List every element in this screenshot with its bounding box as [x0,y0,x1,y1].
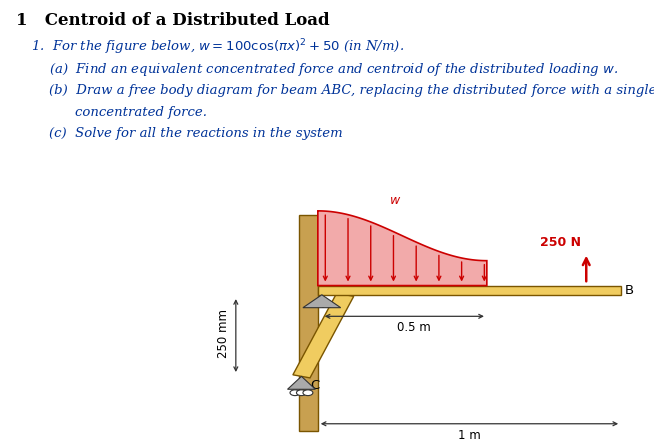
Bar [299,215,318,431]
Text: B: B [625,284,634,297]
Polygon shape [303,295,341,308]
Circle shape [296,390,307,396]
Text: (a)  Find an equivalent concentrated force and centroid of the distributed loadi: (a) Find an equivalent concentrated forc… [49,61,618,78]
Text: $w$: $w$ [389,194,401,207]
Text: (b)  Draw a free body diagram for beam ABC, replacing the distributed force with: (b) Draw a free body diagram for beam AB… [49,84,654,97]
Text: (c)  Solve for all the reactions in the system: (c) Solve for all the reactions in the s… [49,127,343,140]
Circle shape [290,390,300,396]
Text: 250 mm: 250 mm [217,309,230,358]
Bar [318,285,621,295]
Text: 250 N: 250 N [540,235,581,249]
Text: 1   Centroid of a Distributed Load: 1 Centroid of a Distributed Load [16,12,330,29]
Text: 1 m: 1 m [458,429,481,442]
Polygon shape [318,211,487,285]
Polygon shape [293,293,354,378]
Text: C: C [311,379,320,392]
Circle shape [303,390,313,396]
Text: concentrated force.: concentrated force. [75,106,207,119]
Text: 1.  For the figure below, $w = 100\cos(\pi x)^2 + 50$ (in N/m).: 1. For the figure below, $w = 100\cos(\p… [31,38,404,57]
Polygon shape [288,377,315,389]
Text: 0.5 m: 0.5 m [398,321,431,333]
Text: A: A [322,298,331,311]
